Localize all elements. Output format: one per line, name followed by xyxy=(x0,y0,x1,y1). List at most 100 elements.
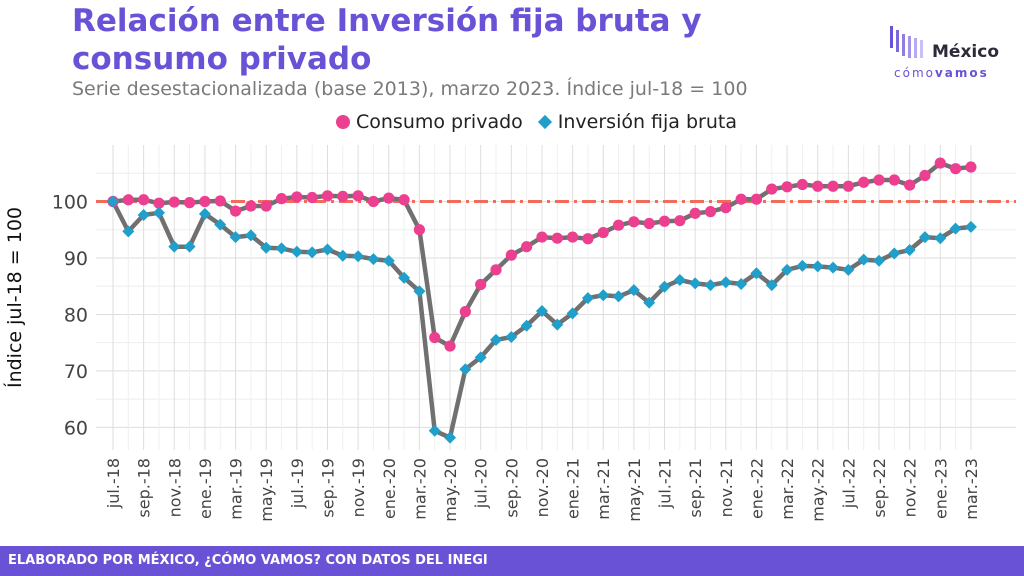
x-tick-label: ene.-22 xyxy=(747,458,766,519)
inversion-point xyxy=(168,240,181,253)
inversion-point xyxy=(137,209,150,222)
inversion-point xyxy=(444,431,457,444)
consumo-point xyxy=(766,183,778,195)
consumo-point xyxy=(459,306,471,318)
inversion-point xyxy=(934,232,947,245)
x-tick-label: nov.-19 xyxy=(349,458,368,517)
x-tick-label: nov.-21 xyxy=(717,458,736,517)
consumo-point xyxy=(413,224,425,236)
consumo-point xyxy=(735,193,747,205)
x-tick-label: mar.-19 xyxy=(227,458,246,520)
consumo-point xyxy=(643,217,655,230)
consumo-point xyxy=(796,178,809,191)
logo-bars-icon xyxy=(890,26,923,58)
consumo-point xyxy=(214,195,226,207)
consumo-point xyxy=(490,264,502,276)
consumo-point xyxy=(168,196,180,208)
consumo-point xyxy=(229,205,242,217)
x-tick-label: may.-22 xyxy=(809,458,828,522)
consumo-point xyxy=(781,181,793,193)
footer-credit: ELABORADO POR MÉXICO, ¿CÓMO VAMOS? CON D… xyxy=(0,546,1024,576)
logo-sub-text: cómovamos xyxy=(894,66,989,80)
inversion-point xyxy=(765,279,778,292)
inversion-point xyxy=(306,246,319,259)
x-tick-label: ene.-20 xyxy=(380,458,399,519)
x-tick-label: jul.-21 xyxy=(656,458,675,509)
inversion-point xyxy=(581,292,594,305)
x-tick-label: ene.-23 xyxy=(931,458,950,519)
inversion-point xyxy=(689,277,702,290)
inversion-point xyxy=(260,241,273,254)
consumo-point xyxy=(842,180,854,192)
consumo-point xyxy=(965,161,977,173)
inversion-point xyxy=(107,195,119,208)
inversion-point xyxy=(781,263,794,276)
x-tick-label: ene.-21 xyxy=(564,458,583,519)
consumo-point xyxy=(612,219,625,231)
consumo-point xyxy=(674,215,686,227)
mexico-como-vamos-logo: México cómovamos xyxy=(888,24,1008,84)
consumo-point xyxy=(291,191,303,203)
series-markers-inversion xyxy=(107,195,977,444)
legend-item-inversion: Inversión fija bruta xyxy=(537,111,737,133)
consumo-point xyxy=(750,193,763,205)
inversion-point xyxy=(949,222,962,235)
y-tick-label: 90 xyxy=(64,248,88,270)
inversion-point xyxy=(566,307,579,320)
x-tick-label: mar.-21 xyxy=(594,458,613,520)
inversion-point xyxy=(183,240,196,253)
inversion-point xyxy=(413,285,426,298)
x-tick-label: sep.-22 xyxy=(870,458,889,518)
inversion-point xyxy=(857,253,870,266)
x-tick-label: ene.-19 xyxy=(196,458,215,519)
inversion-point xyxy=(888,247,901,260)
consumo-point xyxy=(873,174,885,186)
inversion-point xyxy=(551,318,564,331)
inversion-point xyxy=(490,333,502,346)
logo-main-text: México xyxy=(932,42,999,62)
inversion-point xyxy=(459,363,472,376)
consumo-point xyxy=(919,169,931,182)
legend-label-inversion: Inversión fija bruta xyxy=(557,111,737,133)
x-tick-label: sep.-20 xyxy=(502,458,521,518)
consumo-point xyxy=(689,207,701,219)
x-tick-label: mar.-20 xyxy=(410,458,429,520)
circle-marker-icon xyxy=(336,115,350,129)
consumo-point xyxy=(704,206,717,218)
inversion-point xyxy=(367,253,380,266)
x-tick-label: may.-19 xyxy=(257,458,276,522)
y-axis-label: Índice jul-18 = 100 xyxy=(3,207,26,388)
inversion-point xyxy=(290,245,303,258)
x-tick-label: jul.-22 xyxy=(839,458,858,509)
x-tick-label: nov.-20 xyxy=(533,458,552,517)
x-tick-label: mar.-22 xyxy=(778,458,797,520)
inversion-point xyxy=(535,305,548,318)
inversion-point xyxy=(673,273,686,286)
consumo-point xyxy=(199,195,211,208)
y-tick-label: 100 xyxy=(52,191,88,213)
inversion-point xyxy=(903,244,916,257)
inversion-point xyxy=(612,290,625,303)
consumo-point xyxy=(521,241,533,253)
consumo-point xyxy=(275,193,288,205)
inversion-point xyxy=(398,271,411,284)
consumo-point xyxy=(153,197,165,209)
y-tick-label: 70 xyxy=(64,361,88,383)
consumo-point xyxy=(582,233,594,245)
consumo-point xyxy=(904,179,916,191)
consumo-point xyxy=(597,226,609,239)
consumo-point xyxy=(658,215,671,227)
x-tick-label: jul.-18 xyxy=(104,458,123,509)
consumo-point xyxy=(475,278,487,291)
diamond-marker-icon xyxy=(537,114,552,130)
inversion-point xyxy=(735,277,748,290)
consumo-point xyxy=(138,194,150,206)
consumo-point xyxy=(337,190,349,202)
series-markers-consumo xyxy=(107,157,977,352)
inversion-point xyxy=(627,284,640,297)
inversion-point xyxy=(321,243,334,256)
x-tick-label: jul.-19 xyxy=(288,458,307,509)
consumo-point xyxy=(551,232,563,244)
consumo-point xyxy=(720,202,732,214)
consumo-point xyxy=(260,200,272,212)
